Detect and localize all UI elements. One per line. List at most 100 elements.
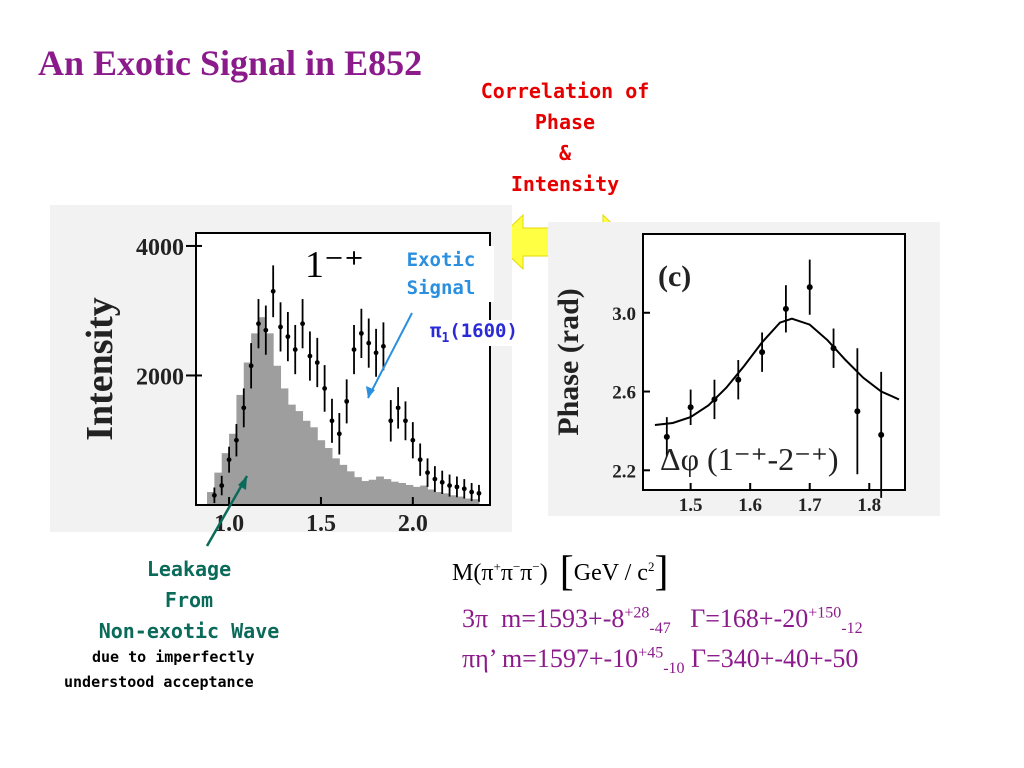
panel-label: (c) bbox=[658, 260, 691, 293]
leakage-note-line: due to imperfectly bbox=[92, 648, 255, 666]
data-point bbox=[314, 337, 320, 388]
data-point bbox=[211, 487, 217, 504]
histogram-bar bbox=[368, 479, 377, 505]
width-value: Γ=340+-40+-50 bbox=[691, 644, 859, 673]
marker bbox=[782, 305, 789, 312]
data-point bbox=[830, 328, 837, 368]
marker bbox=[439, 479, 445, 485]
marker bbox=[687, 404, 694, 411]
histogram-bar bbox=[317, 440, 326, 505]
y-tick-label: 3.0 bbox=[612, 304, 636, 325]
marker bbox=[234, 437, 239, 443]
pi-symbol: π bbox=[500, 560, 513, 586]
data-point bbox=[711, 379, 718, 420]
marker bbox=[454, 484, 460, 490]
plot-area bbox=[643, 234, 905, 490]
marker bbox=[336, 431, 342, 437]
exotic-line: Exotic bbox=[406, 249, 476, 271]
marker bbox=[241, 405, 247, 411]
data-point bbox=[454, 476, 460, 498]
bracket-right: ] bbox=[654, 549, 669, 595]
data-point bbox=[241, 388, 247, 428]
data-point bbox=[248, 343, 254, 389]
data-point bbox=[432, 466, 438, 493]
data-point bbox=[469, 482, 475, 502]
mass-value: m=1597+-10 bbox=[501, 644, 639, 673]
histogram-bar bbox=[302, 420, 311, 505]
histogram-bar bbox=[324, 448, 333, 505]
histogram-bar bbox=[229, 433, 237, 505]
x-tick-label: 1.5 bbox=[679, 495, 703, 516]
marker bbox=[219, 483, 225, 488]
y-axis-label: Intensity bbox=[79, 297, 121, 441]
data-point bbox=[878, 371, 885, 498]
marker bbox=[381, 343, 386, 349]
histogram-bar bbox=[251, 333, 259, 505]
histogram-bar bbox=[221, 453, 230, 505]
data-point bbox=[278, 302, 283, 352]
leakage-note-line: understood acceptance bbox=[64, 673, 254, 691]
data-point bbox=[663, 417, 670, 457]
histogram-group bbox=[207, 317, 480, 505]
pi-symbol: π bbox=[481, 560, 494, 586]
marker bbox=[395, 405, 401, 411]
histogram-bar bbox=[280, 388, 289, 505]
x-tick-label: 1.8 bbox=[857, 495, 881, 516]
data-point bbox=[461, 479, 467, 499]
histogram-bar bbox=[214, 472, 223, 505]
marker bbox=[329, 418, 335, 424]
mass-m: M( bbox=[452, 560, 482, 586]
pi1-label: π1(1600) bbox=[428, 320, 520, 346]
data-point bbox=[425, 458, 430, 487]
leakage-line: Leakage bbox=[146, 557, 232, 581]
data-point bbox=[417, 443, 423, 476]
marker bbox=[300, 321, 305, 327]
correlation-line: Intensity bbox=[510, 172, 620, 196]
data-point bbox=[344, 379, 350, 424]
channel: πη’ bbox=[462, 644, 496, 673]
marker bbox=[278, 324, 283, 330]
data-point bbox=[285, 312, 291, 362]
marker bbox=[403, 418, 408, 424]
unit: GeV / c bbox=[573, 560, 648, 586]
histogram-bar bbox=[420, 485, 429, 505]
mass-value: m=1593+-8 bbox=[501, 604, 625, 633]
histogram-bar bbox=[309, 427, 318, 505]
marker bbox=[878, 431, 885, 438]
correlation-line: Phase bbox=[534, 110, 596, 134]
data-point bbox=[476, 484, 482, 502]
y-axis-label: Phase (rad) bbox=[552, 288, 585, 435]
histogram-bar bbox=[346, 471, 355, 505]
data-point bbox=[351, 324, 357, 375]
histogram-bar bbox=[442, 493, 451, 505]
width-value: Γ=168+-20 bbox=[690, 604, 809, 633]
mass-err-up: +28 bbox=[624, 604, 650, 622]
data-point bbox=[270, 265, 276, 318]
x-tick-label: 1.6 bbox=[738, 495, 762, 516]
histogram-bar bbox=[383, 479, 392, 505]
marker bbox=[735, 376, 742, 383]
marker bbox=[476, 490, 482, 496]
data-point bbox=[403, 401, 408, 441]
data-point bbox=[256, 299, 261, 349]
marker bbox=[344, 398, 350, 404]
bracket-left: [ bbox=[559, 549, 574, 595]
marker bbox=[410, 437, 416, 443]
pi1-symbol: π bbox=[430, 320, 442, 342]
leakage-note: due to imperfectly understood acceptance bbox=[64, 645, 314, 695]
data-point bbox=[735, 360, 742, 400]
marker bbox=[447, 483, 452, 488]
marker bbox=[248, 363, 254, 369]
marker bbox=[830, 345, 837, 352]
leakage-label: Leakage From Non-exotic Wave bbox=[70, 554, 308, 647]
marker bbox=[417, 457, 423, 463]
data-point bbox=[410, 422, 416, 459]
phase-chart: 1.5 1.6 1.7 1.8 2.2 2.6 3.0 (c) Δφ (1⁻⁺-2⁻⁺) P… bbox=[548, 222, 940, 516]
marker bbox=[314, 360, 320, 365]
mass-err-down: -10 bbox=[663, 660, 685, 678]
data-point bbox=[366, 318, 372, 368]
histogram-bar bbox=[339, 464, 348, 505]
width-err-up: +150 bbox=[808, 604, 842, 622]
datapoints-group bbox=[211, 265, 482, 504]
datapoints-group bbox=[663, 259, 885, 498]
